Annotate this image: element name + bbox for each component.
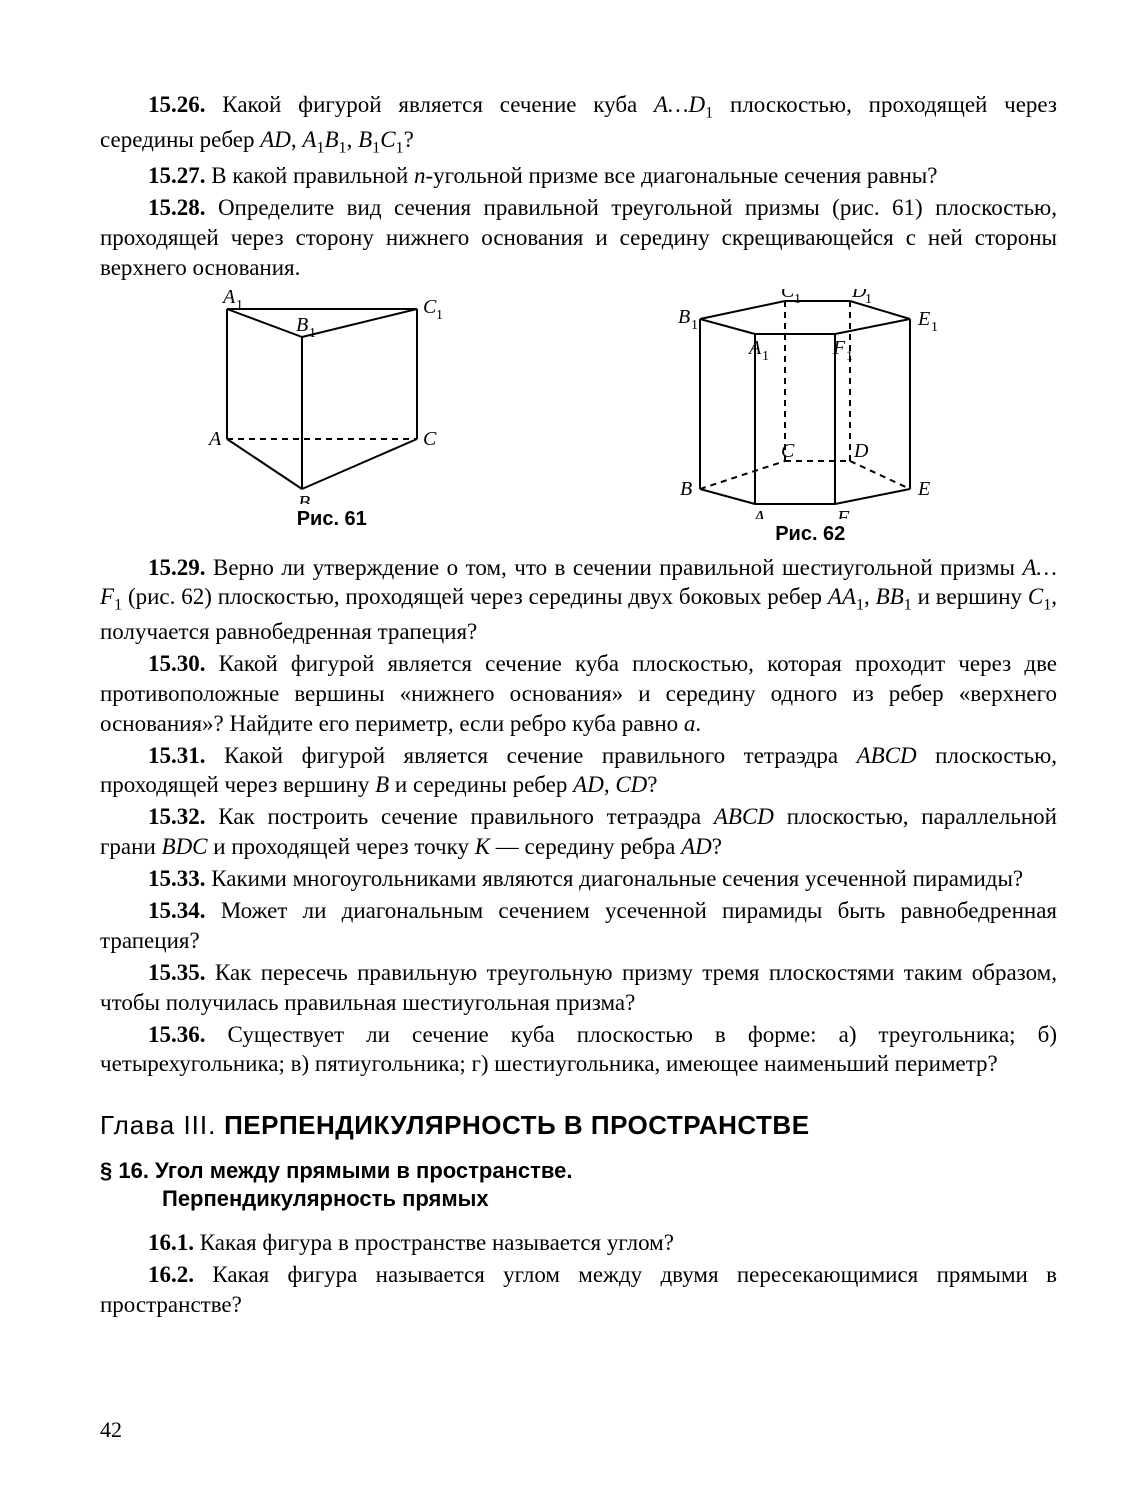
svg-text:B: B	[680, 478, 692, 500]
svg-text:A: A	[751, 507, 766, 519]
problem-15-27: 15.27. В какой правильной n-угольной при…	[100, 161, 1057, 191]
problem-15-33: 15.33. Какими многоугольниками являются …	[100, 864, 1057, 894]
prism-triangular-diagram: A1B1C1ABC	[207, 289, 457, 504]
svg-text:A: A	[207, 428, 222, 450]
problem-15-26: 15.26. Какой фигурой является сечение ку…	[100, 90, 1057, 159]
problem-number: 15.32.	[148, 804, 206, 829]
problem-number: 16.1.	[148, 1230, 194, 1255]
svg-text:A: A	[221, 289, 236, 308]
problem-15-28: 15.28. Определите вид сечения правильной…	[100, 193, 1057, 283]
problem-15-29: 15.29. Верно ли утверждение о том, что в…	[100, 553, 1057, 647]
problem-16-1: 16.1. Какая фигура в пространстве называ…	[100, 1228, 1057, 1258]
page: 15.26. Какой фигурой является сечение ку…	[0, 0, 1147, 1500]
section-heading: § 16. Угол между прямыми в пространстве.…	[100, 1157, 1057, 1212]
svg-text:B: B	[678, 306, 690, 328]
problem-15-36: 15.36. Существует ли сечение куба плоско…	[100, 1020, 1057, 1080]
problem-15-31: 15.31. Какой фигурой является сечение пр…	[100, 741, 1057, 801]
svg-text:E: E	[917, 478, 930, 500]
svg-text:E: E	[917, 308, 930, 330]
svg-text:1: 1	[436, 308, 443, 323]
problem-15-35: 15.35. Как пересечь правильную треугольн…	[100, 958, 1057, 1018]
svg-text:1: 1	[794, 292, 801, 307]
problem-number: 16.2.	[148, 1262, 194, 1287]
problem-number: 15.31.	[148, 743, 206, 768]
problem-number: 15.26.	[148, 92, 206, 117]
svg-text:1: 1	[309, 326, 316, 341]
svg-text:1: 1	[846, 349, 853, 364]
svg-text:B: B	[298, 492, 310, 504]
problem-16-2: 16.2. Какая фигура называется углом межд…	[100, 1260, 1057, 1320]
prism-hexagonal-diagram: B1A1C1D1E1F1BACDEF	[670, 289, 950, 519]
svg-text:F: F	[832, 337, 846, 359]
chapter-heading: Глава III. ПЕРПЕНДИКУЛЯРНОСТЬ В ПРОСТРАН…	[100, 1109, 1057, 1143]
problem-15-32: 15.32. Как построить сечение правильного…	[100, 802, 1057, 862]
svg-text:1: 1	[762, 349, 769, 364]
problem-number: 15.27.	[148, 163, 206, 188]
problem-number: 15.30.	[148, 651, 206, 676]
section-line1: § 16. Угол между прямыми в пространстве.	[100, 1158, 572, 1183]
svg-text:D: D	[853, 440, 869, 462]
chapter-title: ПЕРПЕНДИКУЛЯРНОСТЬ В ПРОСТРАНСТВЕ	[224, 1110, 809, 1140]
problem-number: 15.28.	[148, 195, 206, 220]
problem-number: 15.33.	[148, 866, 206, 891]
figure-caption: Рис. 62	[670, 521, 950, 547]
svg-text:1: 1	[931, 320, 938, 335]
problem-number: 15.34.	[148, 898, 206, 923]
problem-number: 15.29.	[148, 555, 206, 580]
svg-text:1: 1	[691, 318, 698, 333]
problem-15-30: 15.30. Какой фигурой является сечение ку…	[100, 649, 1057, 739]
problem-number: 15.36.	[148, 1022, 206, 1047]
svg-text:C: C	[423, 296, 437, 318]
chapter-label: Глава III.	[100, 1110, 216, 1140]
figures-row: A1B1C1ABC Рис. 61 B1A1C1D1E1F1BACDEF Рис…	[100, 289, 1057, 547]
page-number: 42	[100, 1416, 122, 1445]
svg-text:B: B	[296, 314, 308, 336]
svg-text:1: 1	[865, 292, 872, 307]
svg-text:C: C	[781, 440, 795, 462]
svg-text:1: 1	[236, 298, 243, 313]
figure-62: B1A1C1D1E1F1BACDEF Рис. 62	[670, 289, 950, 547]
figure-caption: Рис. 61	[207, 506, 457, 532]
svg-text:C: C	[781, 289, 795, 302]
svg-text:A: A	[747, 337, 762, 359]
svg-text:F: F	[836, 507, 850, 519]
problem-number: 15.35.	[148, 960, 206, 985]
problem-15-34: 15.34. Может ли диагональным сечением ус…	[100, 896, 1057, 956]
figure-61: A1B1C1ABC Рис. 61	[207, 289, 457, 547]
section-line2: Перпендикулярность прямых	[162, 1186, 489, 1211]
svg-text:C: C	[423, 428, 437, 450]
